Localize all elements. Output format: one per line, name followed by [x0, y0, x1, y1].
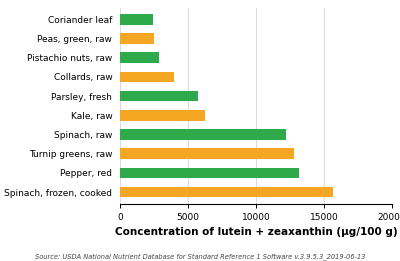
X-axis label: Concentration of lutein + zeaxanthin (μg/100 g): Concentration of lutein + zeaxanthin (μg… — [115, 227, 397, 237]
Text: Source: USDA National Nutrient Database for Standard Reference 1 Software v.3.9.: Source: USDA National Nutrient Database … — [35, 253, 365, 260]
Bar — [120, 129, 286, 140]
Bar — [120, 14, 154, 25]
Bar — [120, 168, 299, 178]
Bar — [120, 149, 294, 159]
Bar — [120, 52, 158, 63]
Bar — [120, 72, 174, 82]
Bar — [120, 33, 154, 44]
Bar — [120, 91, 198, 101]
Bar — [120, 110, 205, 121]
Bar — [120, 187, 334, 197]
